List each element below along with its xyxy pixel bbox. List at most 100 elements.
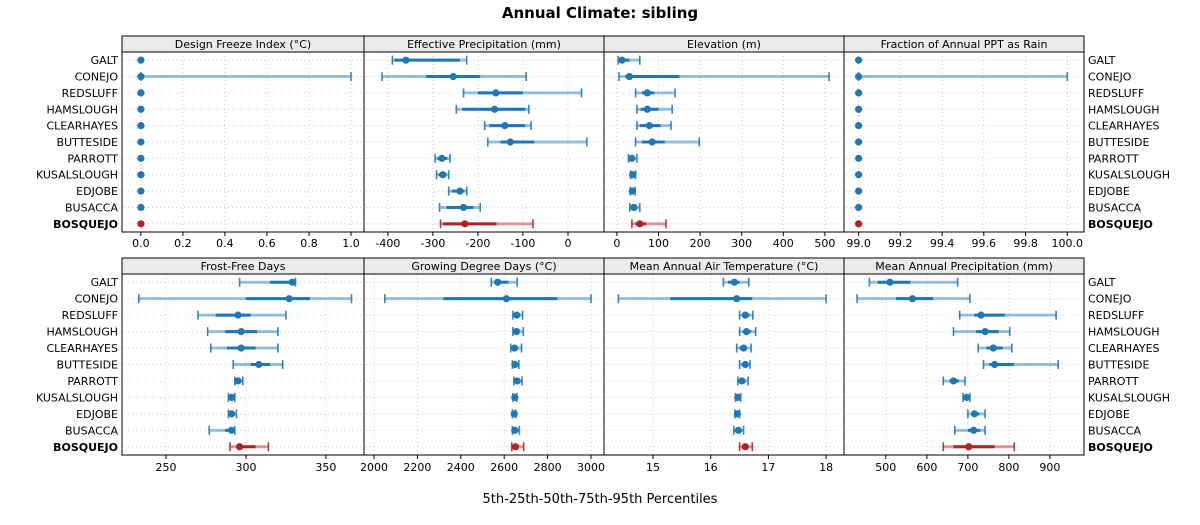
x-tick-label: 0.0 xyxy=(132,237,150,250)
median-dot xyxy=(908,295,917,303)
x-tick-label: 99.2 xyxy=(888,237,913,250)
median-dot xyxy=(137,187,145,195)
site-label-left: BOSQUEJO xyxy=(53,441,118,454)
x-tick-label: 2600 xyxy=(490,461,518,474)
median-dot xyxy=(285,295,293,303)
site-label-left: BOSQUEJO xyxy=(53,218,118,231)
x-tick-label: 250 xyxy=(156,461,177,474)
median-dot xyxy=(137,105,145,113)
site-label-left: BUSACCA xyxy=(65,202,118,215)
median-dot xyxy=(512,327,521,336)
panel-background xyxy=(604,274,844,455)
panel-header-label: Mean Annual Precipitation (mm) xyxy=(875,260,1052,273)
median-dot xyxy=(734,426,743,434)
site-label-left: CONEJO xyxy=(75,293,119,306)
median-dot xyxy=(886,278,894,286)
median-dot xyxy=(949,377,958,385)
median-dot xyxy=(855,203,863,212)
median-dot xyxy=(137,203,145,212)
site-label-left: CLEARHAYES xyxy=(46,342,118,355)
x-tick-label: -200 xyxy=(465,237,490,250)
x-tick-label: 0.2 xyxy=(174,237,192,250)
panel-5: 2000 2200 2400 2600 2800 3000 Growing Degree D… xyxy=(360,257,605,474)
site-label-left: BUTTESIDE xyxy=(57,136,118,149)
panel-background xyxy=(844,52,1084,232)
x-tick-label: 0.6 xyxy=(258,237,276,250)
panel-2: 0 100 200 300 400 500 Elevation (m) xyxy=(603,35,845,250)
site-label-right: BUTTESIDE xyxy=(1088,359,1149,372)
x-tick-label: 0 xyxy=(613,237,620,250)
median-dot xyxy=(855,56,863,64)
median-dot xyxy=(511,443,520,451)
median-dot xyxy=(630,203,638,212)
panel-6: 15 16 17 18 Mean Annual Air Temperature (°C) xyxy=(603,257,845,474)
median-dot xyxy=(636,220,644,228)
site-label-right: REDSLUFF xyxy=(1088,87,1144,100)
median-dot xyxy=(511,393,519,402)
panel-header-label: Design Freeze Index (°C) xyxy=(175,38,311,51)
median-dot xyxy=(237,344,245,352)
x-tick-label: 350 xyxy=(315,461,336,474)
site-label-left: EDJOBE xyxy=(76,408,118,421)
panel-0: 0.0 0.2 0.4 0.6 0.8 1.0 Design Freeze Index (°… xyxy=(121,35,365,250)
x-tick-label: 700 xyxy=(957,461,978,474)
median-dot xyxy=(456,187,464,195)
median-dot xyxy=(970,410,979,418)
median-dot xyxy=(506,138,514,146)
site-label-right: GALT xyxy=(1088,276,1116,289)
panel-background xyxy=(122,52,364,232)
median-dot xyxy=(855,171,863,179)
median-dot xyxy=(501,122,509,130)
x-tick-label: 1.0 xyxy=(342,237,360,250)
site-label-left: PARROTT xyxy=(67,152,118,165)
x-tick-label: 500 xyxy=(814,237,835,250)
median-dot xyxy=(491,105,499,113)
x-tick-label: 99.4 xyxy=(930,237,955,250)
panel-7: 500 600 700 800 900 Mean Annual Precipitation… xyxy=(843,257,1085,474)
site-label-right: HAMSLOUGH xyxy=(1088,103,1160,116)
median-dot xyxy=(234,311,242,319)
median-dot xyxy=(963,393,971,402)
site-label-right: PARROTT xyxy=(1088,375,1139,388)
median-dot xyxy=(734,393,742,402)
median-dot xyxy=(733,295,741,303)
median-dot xyxy=(492,89,500,97)
panel-background xyxy=(364,52,604,232)
median-dot xyxy=(459,203,468,212)
median-dot xyxy=(738,377,746,385)
panel-header-label: Effective Precipitation (mm) xyxy=(407,38,561,51)
x-tick-label: 16 xyxy=(704,461,718,474)
site-label-right: PARROTT xyxy=(1088,152,1139,165)
x-tick-label: 3000 xyxy=(577,461,605,474)
site-label-left: BUSACCA xyxy=(65,424,118,437)
panel-1: -400 -300 -200 -100 0 Effective Precipitation… xyxy=(363,35,605,250)
median-dot xyxy=(137,89,145,97)
site-label-left: GALT xyxy=(91,54,119,67)
x-tick-label: 900 xyxy=(1039,461,1060,474)
median-dot xyxy=(855,187,863,195)
site-label-right: CONEJO xyxy=(1088,293,1132,306)
median-dot xyxy=(137,154,145,162)
median-dot xyxy=(730,278,739,286)
x-tick-label: 2800 xyxy=(534,461,562,474)
median-dot xyxy=(741,360,749,369)
median-dot xyxy=(510,344,519,352)
median-dot xyxy=(855,89,863,97)
median-dot xyxy=(965,443,973,451)
median-dot xyxy=(511,426,519,434)
chart-title: Annual Climate: sibling xyxy=(501,4,699,22)
median-dot xyxy=(855,154,863,162)
panel-header-label: Elevation (m) xyxy=(687,38,761,51)
site-label-right: BUSACCA xyxy=(1088,202,1141,215)
site-label-right: BUSACCA xyxy=(1088,424,1141,437)
x-tick-label: 0.8 xyxy=(300,237,318,250)
site-label-right: BOSQUEJO xyxy=(1088,218,1153,231)
x-tick-label: 800 xyxy=(998,461,1019,474)
median-dot xyxy=(740,344,748,352)
median-dot xyxy=(977,311,985,319)
x-tick-label: 17 xyxy=(761,461,775,474)
median-dot xyxy=(137,56,145,64)
site-label-left: REDSLUFF xyxy=(62,87,118,100)
median-dot xyxy=(742,327,751,336)
